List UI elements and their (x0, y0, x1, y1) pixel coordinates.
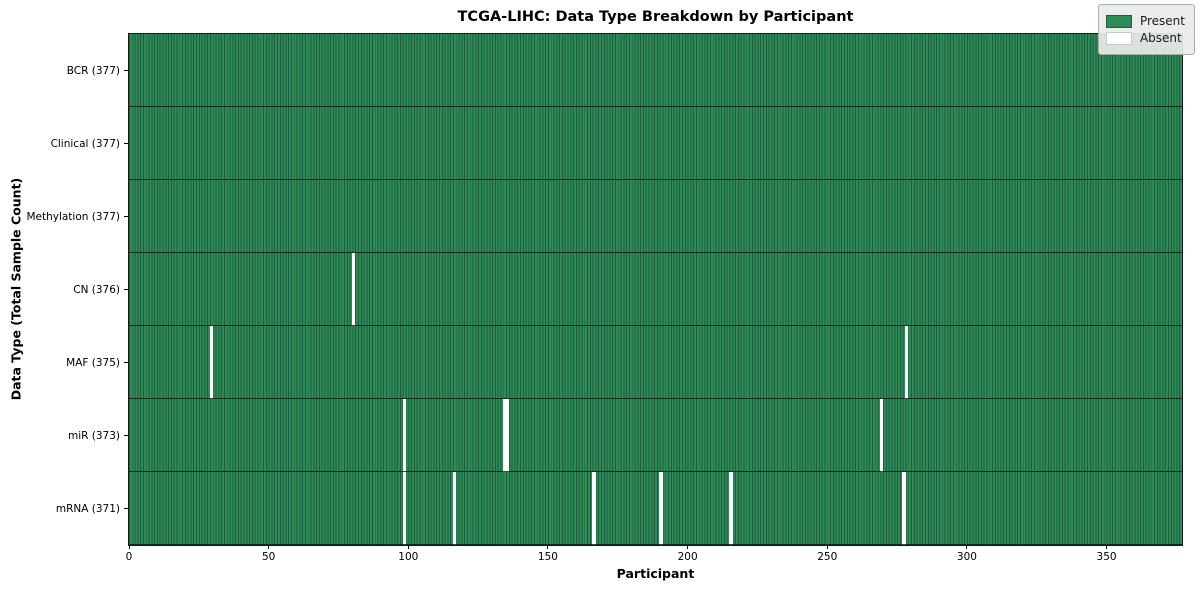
x-tick-mark (826, 545, 828, 549)
y-tick-label-mrna: mRNA (371) (55, 502, 120, 515)
x-axis-title: Participant (616, 566, 695, 581)
y-tick-label-bcr: BCR (377) (66, 64, 120, 77)
y-tick-mark (124, 508, 128, 509)
legend: Present Absent (1097, 4, 1195, 55)
y-tick-label-clinical: Clinical (377) (50, 137, 120, 150)
legend-label-present: Present (1139, 14, 1185, 28)
absent-cell-mir-269 (880, 399, 884, 472)
x-tick-label: 350 (1096, 551, 1117, 563)
y-tick-mark (124, 70, 128, 71)
x-tick-label: 150 (537, 551, 558, 563)
absent-cell-mrna-215 (729, 472, 733, 545)
y-tick-mark (124, 362, 128, 363)
absent-cell-mrna-98 (402, 472, 406, 545)
y-tick-label-methylation: Methylation (377) (26, 210, 120, 223)
chart-title: TCGA-LIHC: Data Type Breakdown by Partic… (457, 9, 854, 25)
x-tick-mark (547, 545, 549, 549)
y-tick-mark (124, 289, 128, 290)
y-tick-label-cn: CN (376) (73, 283, 120, 296)
x-tick-label: 0 (125, 551, 133, 563)
x-tick-mark (687, 545, 689, 549)
absent-cell-mrna-190 (659, 472, 663, 545)
x-tick-label: 100 (398, 551, 419, 563)
x-tick-mark (407, 545, 409, 549)
x-tick-label: 300 (956, 551, 977, 563)
heatmap-plot-area (128, 33, 1183, 546)
x-tick-label: 250 (817, 551, 838, 563)
row-separator-gridlines (129, 34, 1182, 545)
absent-cell-mrna-277 (902, 472, 906, 545)
absent-cell-mir-135 (505, 399, 510, 472)
present-swatch-icon (1105, 14, 1132, 28)
y-tick-label-mir: miR (373) (67, 429, 120, 442)
y-axis-title: Data Type (Total Sample Count) (8, 177, 24, 401)
absent-cell-maf-278 (905, 326, 909, 399)
y-tick-mark (124, 143, 128, 144)
x-tick-mark (1106, 545, 1108, 549)
x-tick-mark (966, 545, 968, 549)
legend-label-absent: Absent (1139, 31, 1182, 45)
x-tick-mark (128, 545, 130, 549)
absent-cell-mrna-166 (592, 472, 596, 545)
absent-cell-cn-80 (352, 253, 356, 326)
absent-cell-mrna-116 (452, 472, 456, 545)
absent-cell-maf-29 (209, 326, 213, 399)
y-tick-mark (124, 435, 128, 436)
legend-item-present: Present (1105, 14, 1185, 28)
legend-item-absent: Absent (1105, 31, 1185, 45)
y-tick-mark (124, 216, 128, 217)
x-tick-label: 200 (677, 551, 698, 563)
x-tick-mark (268, 545, 270, 549)
absent-cell-mir-98 (402, 399, 406, 472)
x-tick-label: 50 (261, 551, 276, 563)
y-tick-label-maf: MAF (375) (66, 356, 120, 369)
absent-swatch-icon (1105, 31, 1132, 45)
